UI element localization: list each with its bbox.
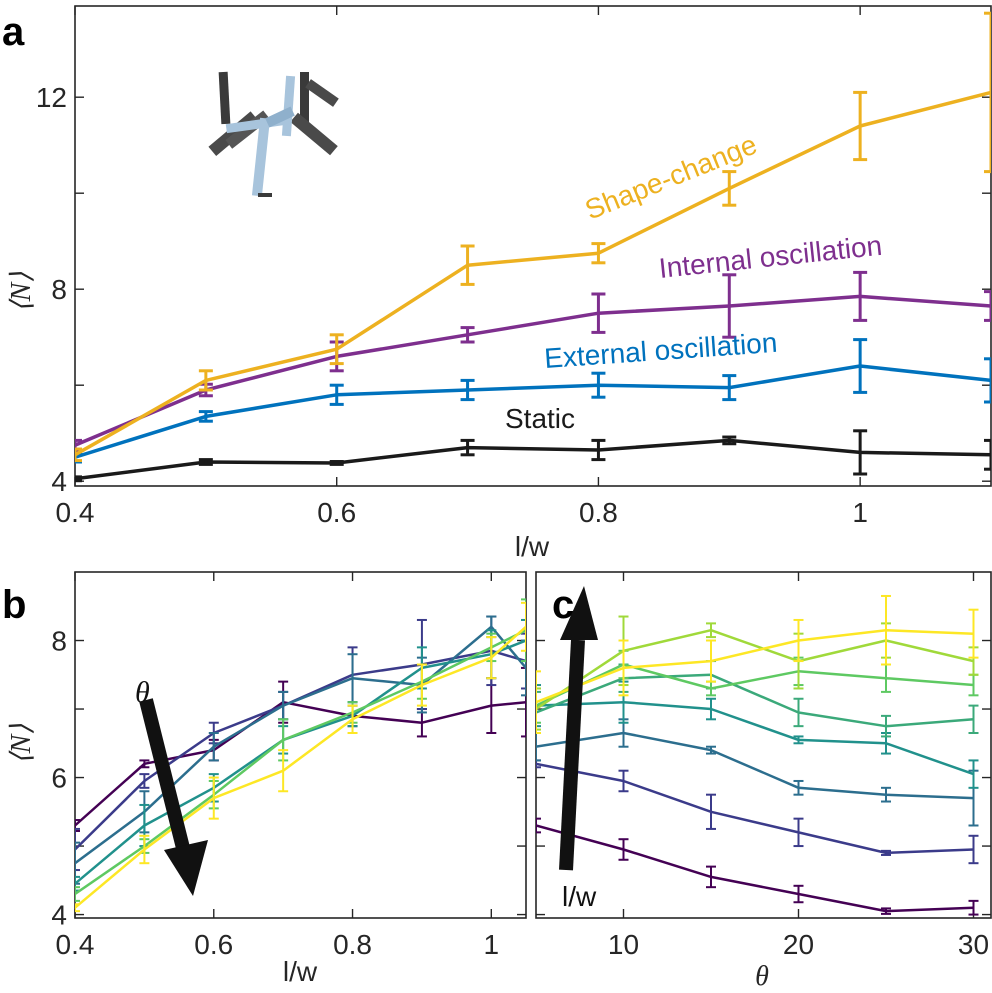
series-label-shape-change: Shape-change [581,129,762,226]
series-line--3 [75,625,526,865]
panel-b: b 0.4 0.6 0.8 1 4 6 8 l/w ⟨N⟩ θ [2,571,527,987]
panel-a-xtick-label: 0.6 [317,497,356,528]
panel-a-xtick-label: 0.4 [56,497,95,528]
panel-b-ylabel-text: ⟨N⟩ [6,724,37,765]
series-line-external-oscillation [75,364,991,459]
panel-a-ylabel: ⟨N⟩ [6,272,37,313]
series-line-shape-change [75,90,991,457]
series-label-static: Static [505,403,575,434]
series-line-static [75,438,991,481]
panel-c-plot [536,594,979,916]
series-line--1 [75,700,526,827]
series-line-l-w6 [536,663,974,707]
panel-a-letter: a [2,10,25,54]
panel-b-ytick-label: 6 [51,763,67,794]
series-line-l-w1 [536,824,974,913]
series-line--6 [75,625,526,909]
series-line-l-w3 [536,731,974,800]
panel-c-xtick-label: 30 [958,929,989,960]
panel-b-plot [75,598,526,913]
panel-b-xtick-label: 0.6 [194,929,233,960]
panel-c-xlabel: θ [755,961,769,992]
panel-a-ytick-label: 12 [36,82,67,113]
series-line-internal-oscillation [75,294,991,447]
series-line-l-w4 [536,700,974,776]
panel-a-xlabel: l/w [515,531,550,562]
series-line--4 [75,639,526,885]
panel-b-letter: b [2,583,26,627]
panel-c-frame [535,571,992,919]
series-line-l-w7 [536,628,974,711]
panel-c-annotation: l/w [562,881,597,912]
panel-b-xtick-label: 0.8 [333,929,372,960]
series-line--5 [75,629,526,896]
series-label-external-oscillation: External oscillation [543,327,778,374]
panel-a-xtick-label: 0.8 [579,497,618,528]
panel-c-xtick-label: 20 [783,929,814,960]
series-label-internal-oscillation: Internal oscillation [657,230,883,284]
panel-b-xlabel: l/w [283,956,318,987]
panel-c: c 10 20 30 θ l/w [535,571,992,992]
panel-b-series-group [75,598,526,913]
panel-a-ytick-label: 4 [51,466,67,497]
panel-c-axes: 10 20 30 [535,571,992,960]
panel-c-letter: c [552,583,574,627]
panel-b-ytick-label: 8 [51,626,67,657]
panel-b-frame [74,571,527,919]
panel-a-frame [74,5,992,487]
panel-b-ytick-label: 4 [51,900,67,931]
panel-b-xtick-label: 0.4 [56,929,95,960]
panel-b-xtick-label: 1 [484,929,500,960]
series-line-l-w8 [536,628,974,704]
panel-a-xtick-label: 1 [852,497,868,528]
panel-a-series-group [75,11,991,483]
panel-a-axes: 0.4 0.6 0.8 1 4 8 12 [36,5,992,528]
panel-c-xtick-label: 10 [608,929,639,960]
panel-b-ylabel: ⟨N⟩ [6,724,37,765]
series-line-l-w2 [536,762,974,855]
theta-arrow [139,698,208,896]
lw-arrow [559,586,598,871]
panel-b-axes: 0.4 0.6 0.8 1 4 6 8 [51,571,527,960]
robot-illustration [208,71,339,197]
panel-b-annotation: θ [135,676,150,709]
series-line-l-w5 [536,673,974,728]
panel-a-ytick-label: 8 [51,274,67,305]
panel-c-series-group [536,594,979,916]
panel-a-ylabel-text: ⟨N⟩ [6,272,37,313]
